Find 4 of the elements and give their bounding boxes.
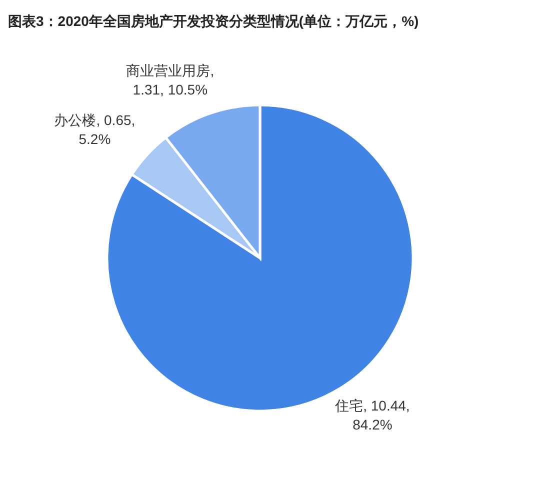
chart-title: 图表3：2020年全国房地产开发投资分类型情况(单位：万亿元，%) — [8, 13, 419, 29]
slice-label: 办公楼, 0.65, 5.2% — [54, 112, 136, 147]
slice-label: 住宅, 10.44, 84.2% — [334, 397, 410, 432]
slice-label: 商业营业用房, 1.31, 10.5% — [126, 62, 214, 98]
